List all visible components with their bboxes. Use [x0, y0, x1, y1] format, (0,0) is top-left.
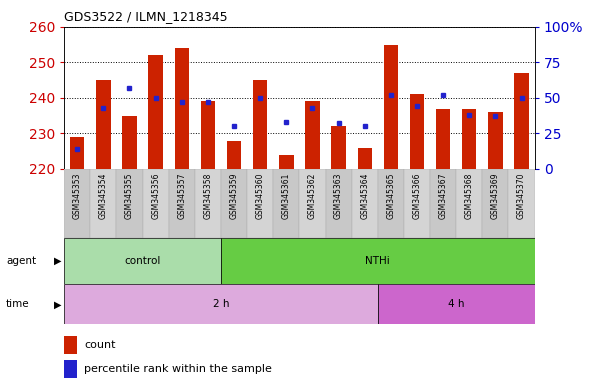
Text: GSM345364: GSM345364	[360, 172, 369, 219]
Bar	[430, 169, 456, 238]
Text: agent: agent	[6, 256, 36, 266]
Text: count: count	[84, 339, 115, 350]
Bar	[410, 94, 424, 169]
Text: 4 h: 4 h	[448, 299, 464, 310]
Text: GSM345365: GSM345365	[386, 172, 395, 219]
Text: GSM345366: GSM345366	[412, 172, 422, 219]
Bar	[378, 284, 535, 324]
Bar	[299, 169, 326, 238]
Bar	[404, 169, 430, 238]
Text: time: time	[6, 299, 30, 310]
Bar	[64, 169, 90, 238]
Bar	[514, 73, 529, 169]
Text: control: control	[125, 256, 161, 266]
Bar	[508, 169, 535, 238]
Text: percentile rank within the sample: percentile rank within the sample	[84, 364, 272, 374]
Text: GDS3522 / ILMN_1218345: GDS3522 / ILMN_1218345	[64, 10, 228, 23]
Bar	[64, 169, 535, 238]
Text: GSM345361: GSM345361	[282, 172, 291, 219]
Bar	[384, 45, 398, 169]
Text: NTHi: NTHi	[365, 256, 390, 266]
Bar	[221, 169, 247, 238]
Bar	[122, 116, 137, 169]
Bar	[96, 80, 111, 169]
Text: GSM345356: GSM345356	[151, 172, 160, 219]
Bar	[195, 169, 221, 238]
Bar	[456, 169, 482, 238]
Text: GSM345370: GSM345370	[517, 172, 526, 219]
Text: GSM345357: GSM345357	[177, 172, 186, 219]
Bar	[279, 155, 293, 169]
Text: GSM345363: GSM345363	[334, 172, 343, 219]
Text: GSM345358: GSM345358	[203, 172, 213, 219]
Bar	[247, 169, 273, 238]
Bar	[436, 109, 450, 169]
Text: ▶: ▶	[54, 256, 61, 266]
Bar	[331, 126, 346, 169]
Bar	[117, 169, 142, 238]
Bar	[142, 169, 169, 238]
Bar	[64, 238, 221, 284]
Bar	[227, 141, 241, 169]
Bar	[64, 359, 78, 378]
Bar	[306, 101, 320, 169]
Text: 2 h: 2 h	[213, 299, 229, 310]
Bar	[148, 55, 163, 169]
Bar	[326, 169, 352, 238]
Bar	[175, 48, 189, 169]
Text: GSM345369: GSM345369	[491, 172, 500, 219]
Bar	[64, 336, 78, 354]
Bar	[253, 80, 268, 169]
Bar	[482, 169, 508, 238]
Bar	[64, 284, 378, 324]
Text: GSM345353: GSM345353	[73, 172, 82, 219]
Bar	[488, 112, 503, 169]
Text: GSM345359: GSM345359	[230, 172, 238, 219]
Bar	[90, 169, 117, 238]
Bar	[378, 169, 404, 238]
Bar	[70, 137, 84, 169]
Text: GSM345368: GSM345368	[465, 172, 474, 219]
Text: GSM345355: GSM345355	[125, 172, 134, 219]
Text: GSM345362: GSM345362	[308, 172, 317, 219]
Text: ▶: ▶	[54, 299, 61, 310]
Bar	[273, 169, 299, 238]
Bar	[201, 101, 215, 169]
Bar	[352, 169, 378, 238]
Bar	[169, 169, 195, 238]
Text: GSM345354: GSM345354	[99, 172, 108, 219]
Text: GSM345367: GSM345367	[439, 172, 448, 219]
Bar	[357, 147, 372, 169]
Bar	[221, 238, 535, 284]
Text: GSM345360: GSM345360	[255, 172, 265, 219]
Bar	[462, 109, 477, 169]
